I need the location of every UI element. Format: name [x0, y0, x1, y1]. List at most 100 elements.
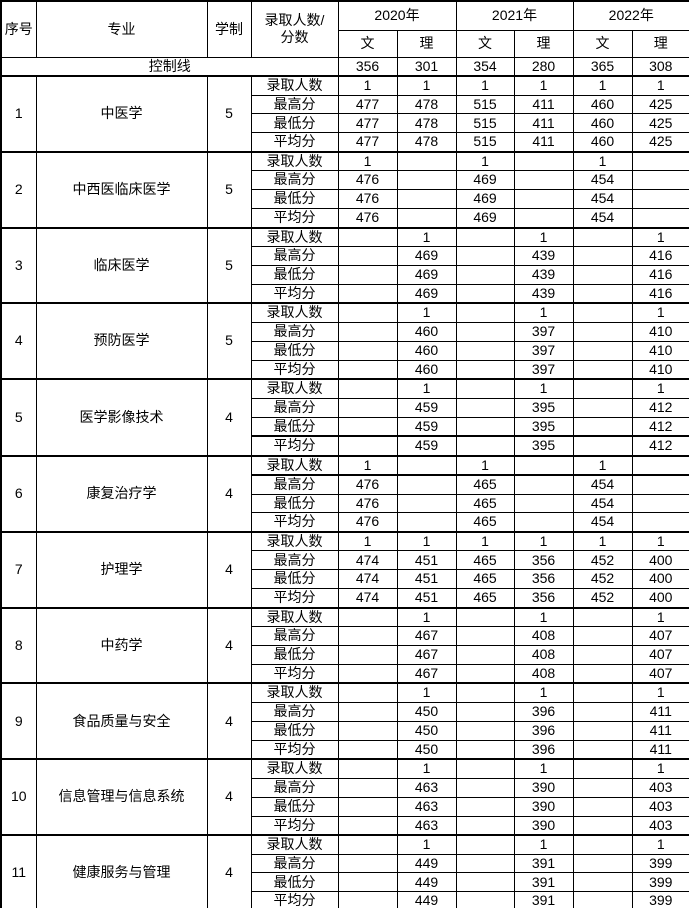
cell-value: 412	[631, 416, 689, 437]
row-label: 最低分	[250, 340, 339, 361]
cell-value	[337, 663, 398, 684]
cell-value	[455, 416, 515, 437]
cell-value: 451	[396, 550, 457, 571]
cell-value: 391	[513, 891, 574, 908]
cell-value	[455, 853, 515, 874]
row-label: 录取人数	[250, 454, 339, 476]
cell-value: 476	[337, 493, 398, 514]
cell-value: 390	[513, 796, 574, 817]
cell-value: 395	[513, 397, 574, 418]
cell-value: 1	[513, 226, 574, 248]
row-label: 最高分	[250, 701, 339, 722]
cell-value	[396, 512, 457, 533]
major-name: 临床医学	[35, 226, 208, 304]
major-duration: 4	[206, 454, 252, 533]
cell-value: 403	[631, 777, 689, 798]
major-duration: 5	[206, 150, 252, 229]
major-duration: 5	[206, 75, 252, 153]
cell-value	[455, 378, 515, 399]
cell-value: 1	[631, 530, 689, 552]
table-header: 序号 专业 学制 录取人数/分数 2020年 2021年 2022年 文 理 文…	[0, 0, 689, 58]
cell-value: 1	[631, 834, 689, 855]
cell-value	[337, 720, 398, 741]
header-row-years: 序号 专业 学制 录取人数/分数 2020年 2021年 2022年	[0, 0, 689, 58]
cell-value	[455, 226, 515, 248]
row-label: 最高分	[250, 170, 339, 191]
cell-value	[455, 302, 515, 323]
cell-value: 1	[572, 150, 633, 172]
table-row: 最高分 460 397 410	[1, 321, 689, 342]
table-row: 平均分 463 390 403	[1, 815, 689, 836]
cell-value: 469	[396, 264, 457, 285]
cell-value	[455, 891, 515, 908]
control-line-value: 354	[455, 56, 515, 77]
cell-value	[572, 246, 633, 266]
cell-value	[455, 796, 515, 817]
cell-value	[396, 189, 457, 210]
row-label: 录取人数	[250, 606, 339, 628]
cell-value	[572, 435, 633, 457]
cell-value: 1	[396, 226, 457, 248]
cell-value	[455, 663, 515, 684]
cell-value: 452	[572, 588, 633, 609]
cell-value: 459	[396, 435, 457, 457]
table-row: 1 中医学 5 录取人数 1 1 1 1 1 1	[0, 75, 689, 153]
table-row: 最低分 463 390 403	[1, 796, 689, 817]
cell-value: 454	[572, 474, 633, 495]
row-label: 录取人数	[250, 682, 339, 703]
major-name: 中药学	[35, 606, 208, 684]
cell-value	[455, 682, 515, 703]
cell-value	[337, 246, 398, 266]
cell-value	[337, 283, 398, 304]
cell-value: 1	[513, 606, 574, 628]
cell-value	[572, 283, 633, 304]
col-header-subject-wen-2021: 文	[455, 29, 515, 58]
table-row: 最低分 476 465 454	[1, 493, 689, 514]
cell-value: 407	[631, 626, 689, 647]
major-serial: 5	[0, 378, 37, 457]
cell-value: 395	[513, 435, 574, 457]
control-line-value: 301	[396, 56, 457, 77]
cell-value: 408	[513, 645, 574, 665]
major-serial: 4	[0, 302, 37, 380]
cell-value	[396, 493, 457, 514]
cell-value	[337, 891, 398, 908]
cell-value: 390	[513, 777, 574, 798]
cell-value	[572, 682, 633, 703]
row-label: 最高分	[250, 474, 339, 495]
table-row: 5 医学影像技术 4 录取人数 1 1 1	[0, 378, 689, 457]
table-row: 平均分 477 478 515 411 460 425	[1, 132, 689, 153]
cell-value	[631, 474, 689, 495]
major-name: 健康服务与管理	[35, 834, 208, 908]
cell-value: 452	[572, 569, 633, 590]
cell-value: 399	[631, 853, 689, 874]
col-header-major: 专业	[35, 0, 208, 58]
cell-value: 460	[396, 321, 457, 342]
cell-value	[337, 321, 398, 342]
cell-value	[513, 454, 574, 476]
cell-value: 411	[631, 739, 689, 760]
cell-value: 467	[396, 645, 457, 665]
control-line-label: 控制线	[0, 56, 339, 77]
cell-value: 465	[455, 474, 515, 495]
table-row: 11 健康服务与管理 4 录取人数 1 1 1	[0, 834, 689, 908]
cell-value: 452	[572, 550, 633, 571]
cell-value	[572, 321, 633, 342]
cell-value: 1	[572, 454, 633, 476]
cell-value: 396	[513, 739, 574, 760]
cell-value	[455, 435, 515, 457]
major-serial: 1	[0, 75, 37, 153]
table-body: 控制线 356 301 354 280 365 308 1 中医学 5 录取人数 1 1 1 1 1 1 最高分 4…	[0, 56, 689, 908]
table-row: 6 康复治疗学 4 录取人数 1 1 1	[0, 454, 689, 533]
cell-value: 403	[631, 815, 689, 836]
cell-value: 460	[396, 340, 457, 361]
cell-value: 449	[396, 872, 457, 893]
row-label: 平均分	[250, 359, 339, 380]
cell-value: 407	[631, 645, 689, 665]
cell-value	[572, 853, 633, 874]
cell-value: 469	[455, 189, 515, 210]
row-label: 录取人数	[250, 75, 339, 96]
cell-value: 410	[631, 340, 689, 361]
score-label-line1: 录取人数/	[264, 11, 325, 28]
